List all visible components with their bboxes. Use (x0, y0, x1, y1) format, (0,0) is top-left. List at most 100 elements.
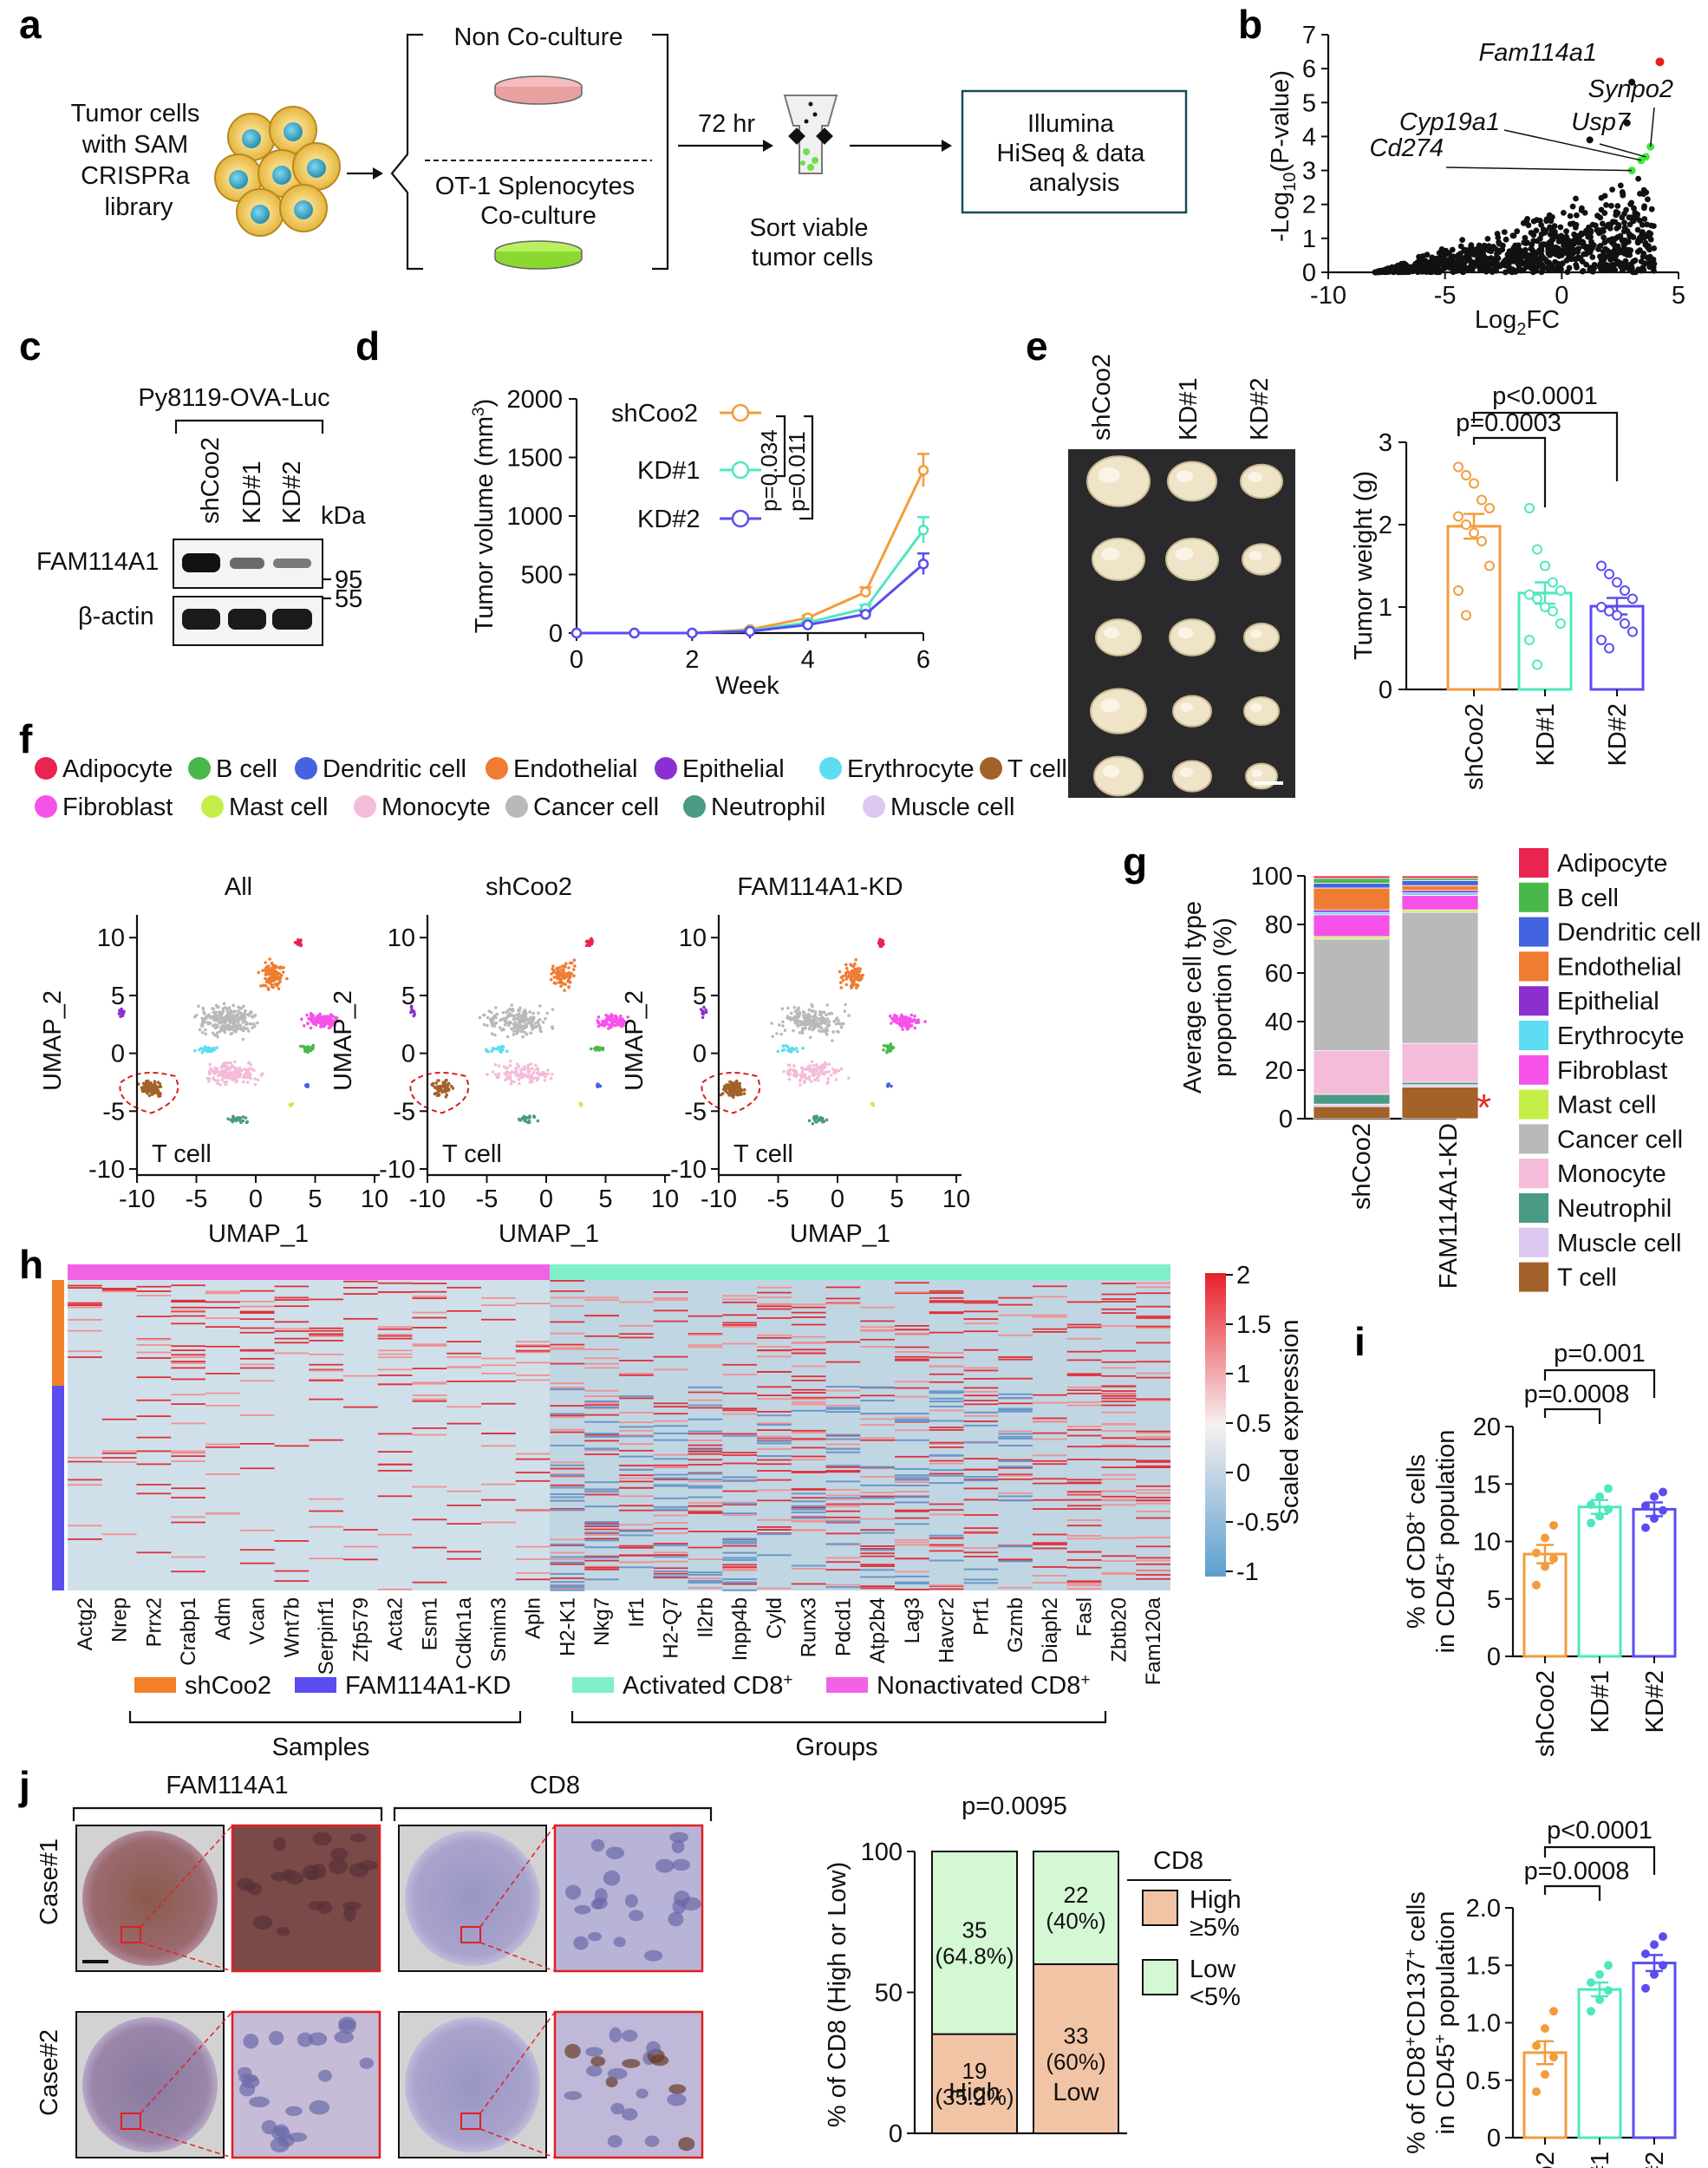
heatmap-cell (1136, 1489, 1170, 1491)
pval-label: p=0.0008 (1524, 1858, 1630, 1885)
heatmap-cell (688, 1346, 723, 1348)
ihc-nucleus (605, 1846, 625, 1860)
heatmap-cell (653, 1514, 688, 1517)
legend-label: Adipocyte (62, 755, 173, 783)
volcano-point (1587, 228, 1594, 234)
umap-point (147, 1083, 151, 1087)
umap-point (560, 964, 564, 968)
heatmap-cell (998, 1474, 1033, 1477)
ihc-nucleus (317, 1901, 333, 1915)
heatmap-cell (584, 1335, 619, 1337)
heatmap-cell (274, 1540, 310, 1542)
umap-point (555, 971, 558, 976)
heatmap-cell (688, 1546, 723, 1549)
heatmap-cell (239, 1562, 275, 1564)
heatmap-cell (171, 1362, 205, 1364)
heatmap-cell (1066, 1551, 1102, 1553)
volcano-xtick-label: 0 (1555, 282, 1568, 310)
heatmap-cell-low (929, 1469, 964, 1472)
heatmap-cell (722, 1298, 757, 1301)
umap-point (478, 1015, 482, 1020)
umap-point (207, 1080, 211, 1083)
umap-point (596, 1021, 600, 1025)
heatmap-cell (688, 1505, 723, 1507)
heatmap-cell (860, 1346, 895, 1348)
ihc-nucleus (343, 1906, 356, 1922)
growth-point (687, 627, 698, 639)
heatmap-cell (722, 1301, 757, 1303)
heatmap-cell (550, 1387, 585, 1388)
heatmap-cell (412, 1327, 447, 1329)
umap-point (222, 1074, 226, 1079)
volcano-point (1642, 260, 1648, 267)
umap-ytick-label: 5 (693, 983, 707, 1010)
heatmap-cell (757, 1334, 792, 1336)
umap-ylabel: UMAP_2 (39, 990, 67, 1091)
umap-point (490, 1032, 494, 1035)
heatmap-cell-low (791, 1508, 826, 1511)
volcano-point (1433, 265, 1440, 272)
umap-point (595, 1046, 598, 1050)
umap-point (240, 1068, 244, 1073)
tumor-specimen (1243, 696, 1280, 726)
heatmap-cell (791, 1438, 826, 1440)
heatmap-cell (688, 1440, 723, 1441)
weight-point (1461, 519, 1471, 530)
heatmap-cell (1066, 1459, 1102, 1460)
umap-point (238, 1074, 242, 1078)
volcano-point (1543, 218, 1550, 225)
heatmap-cell-low (619, 1426, 654, 1428)
heatmap-cell (1066, 1566, 1102, 1569)
heatmap-cell (791, 1316, 826, 1318)
heatmap-cell (860, 1338, 895, 1341)
heatmap-cell (963, 1369, 999, 1372)
umap-point (770, 1022, 773, 1025)
weight-point (1532, 593, 1542, 604)
umap-point (495, 1012, 499, 1016)
heatmap-cell (895, 1346, 929, 1348)
heatmap-cell (963, 1458, 999, 1459)
gene-label: Nrep (108, 1597, 132, 1642)
volcano-point (1503, 236, 1509, 243)
heatmap-cell-low (998, 1466, 1033, 1468)
umap-point (529, 1078, 532, 1081)
heatmap-cell-low (895, 1439, 929, 1441)
umap-point (244, 1075, 249, 1080)
tumor-specimen (1165, 538, 1219, 581)
legend-dot (35, 795, 57, 818)
heatmap-cell (1033, 1463, 1067, 1466)
tumor-highlight (1251, 768, 1262, 777)
umap-point (891, 1046, 896, 1049)
heatmap-cell (825, 1297, 861, 1300)
heatmap-cell (998, 1314, 1033, 1316)
proportion-segment (1401, 1081, 1479, 1086)
heatmap-cell (377, 1368, 413, 1371)
panel-label-f: f (19, 716, 33, 761)
tumor-cells-label: Tumor cells with SAM CRISPRa library (71, 100, 207, 221)
umap-point (537, 1011, 540, 1015)
volcano-point (1455, 254, 1462, 260)
heatmap-cell (998, 1558, 1033, 1561)
bar-category-label: KD#2 (1641, 1670, 1669, 1734)
heatmap-cell-low (895, 1476, 929, 1479)
heatmap-cell (205, 1345, 240, 1348)
heatmap-cell-low (550, 1556, 585, 1558)
bar-point (1604, 1505, 1613, 1514)
ihc-nucleus (276, 1927, 290, 1936)
heatmap-cell (274, 1296, 310, 1299)
growth-ytick-label: 1500 (506, 445, 563, 473)
growth-point (917, 524, 929, 536)
legend-dot (505, 795, 528, 818)
heatmap-cell (343, 1406, 378, 1408)
heatmap-cell (688, 1315, 723, 1317)
umap-point (615, 1020, 618, 1024)
heatmap-cell (1033, 1401, 1067, 1404)
heatmap-cell (481, 1521, 516, 1524)
umap-point (800, 1070, 805, 1074)
tumor-specimen (1172, 760, 1212, 793)
umap-point (241, 1037, 245, 1042)
heatmap-cell-low (895, 1474, 929, 1477)
umap-point (236, 1014, 239, 1018)
